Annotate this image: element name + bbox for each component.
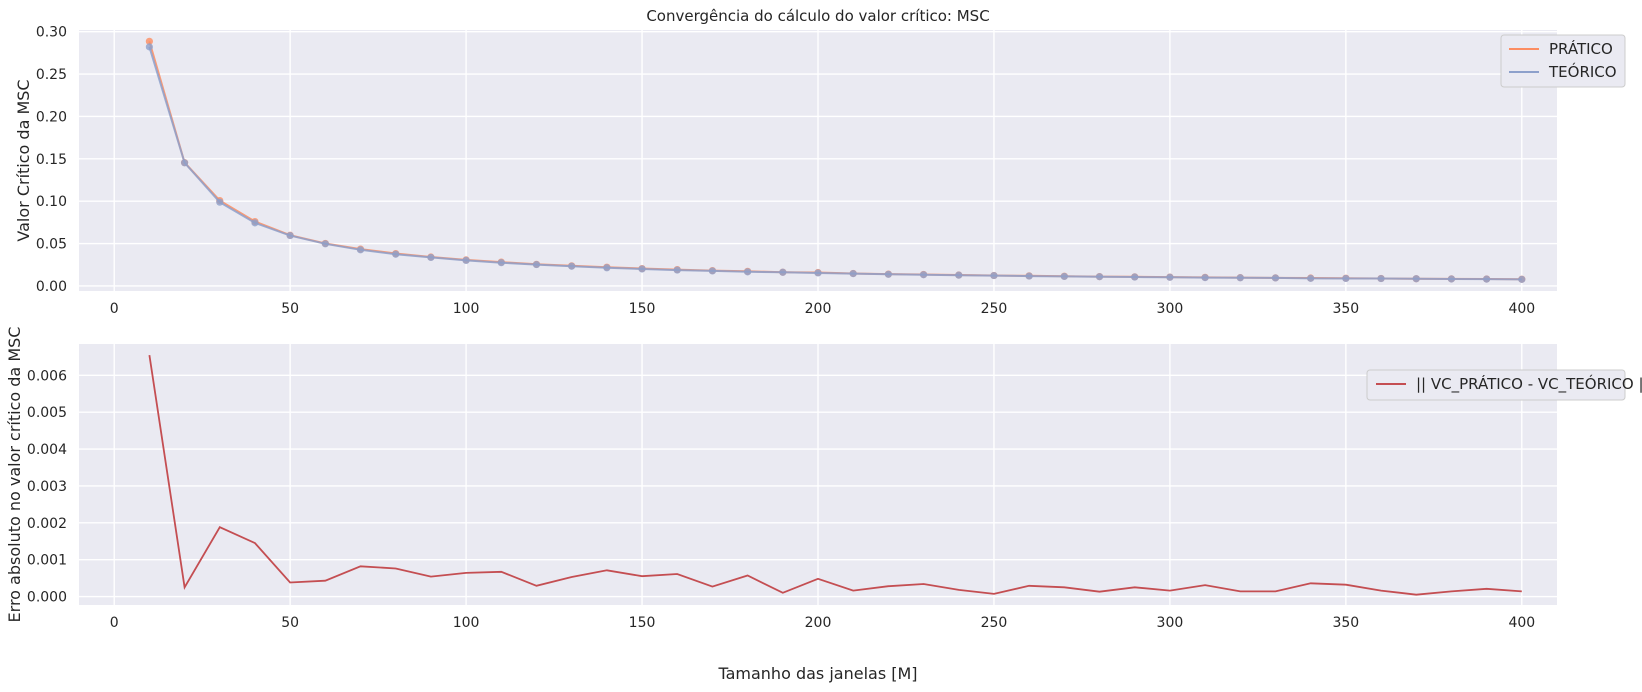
series-point-1 xyxy=(532,260,541,269)
series-point-1 xyxy=(180,159,189,167)
series-point-1 xyxy=(990,271,998,280)
series-point-1 xyxy=(1342,274,1350,283)
series-point-1 xyxy=(814,269,822,277)
series-point-1 xyxy=(1447,275,1456,283)
series-point-1 xyxy=(1377,274,1385,283)
top-legend: PRÁTICO TEÓRICO xyxy=(1500,34,1626,88)
x-tick-label: 400 xyxy=(1508,615,1535,631)
bottom-x-ticks: 0 50 100 150 200 250 300 350 400 xyxy=(110,615,1535,631)
legend-label-teorico: TEÓRICO xyxy=(1548,62,1617,81)
series-point-1 xyxy=(884,270,892,278)
y-tick-label: 0.30 xyxy=(36,25,67,41)
bottom-series xyxy=(148,354,1522,596)
bottom-chart: 0 50 100 150 200 250 300 350 400 0.000 0.001 0.002… xyxy=(5,327,1642,683)
bottom-legend-box xyxy=(1366,369,1626,401)
series-point-1 xyxy=(673,266,681,274)
top-x-ticks: 0 50 100 150 200 250 300 350 400 xyxy=(110,301,1535,317)
series-point-1 xyxy=(1095,273,1104,281)
top-series xyxy=(145,37,1526,283)
x-tick-label: 300 xyxy=(1157,301,1184,317)
bottom-y-axis-label: Erro absoluto no valor crítico da MSC xyxy=(5,327,24,623)
series-point-1 xyxy=(638,265,646,273)
series-point-1 xyxy=(708,267,717,275)
series-point-1 xyxy=(1201,274,1209,282)
top-y-axis-label: Valor Crítico da MSC xyxy=(14,79,33,241)
legend-label-error: || VC_PRÁTICO - VC_TEÓRICO || xyxy=(1416,374,1642,394)
top-y-ticks: 0.00 0.05 0.10 0.15 0.20 0.25 0.30 xyxy=(36,25,67,295)
x-tick-label: 100 xyxy=(453,301,480,317)
chart-title: Convergência do cálculo do valor crítico… xyxy=(646,7,989,25)
series-line-0-1 xyxy=(148,46,1522,281)
series-point-1 xyxy=(568,262,576,270)
series-point-1 xyxy=(286,231,294,240)
series-point-1 xyxy=(497,259,505,267)
series-point-1 xyxy=(1131,273,1139,281)
bottom-x-axis-label: Tamanho das janelas [M] xyxy=(717,664,917,683)
series-point-1 xyxy=(462,256,470,265)
x-tick-label: 300 xyxy=(1157,615,1184,631)
series-point-1 xyxy=(744,268,752,276)
y-tick-label: 0.002 xyxy=(27,516,67,532)
x-tick-label: 50 xyxy=(281,301,299,317)
x-tick-label: 150 xyxy=(629,301,656,317)
series-point-1 xyxy=(1412,275,1420,283)
series-point-1 xyxy=(779,268,787,276)
y-tick-label: 0.005 xyxy=(27,405,67,421)
series-point-1 xyxy=(356,246,365,254)
series-point-1 xyxy=(1518,275,1526,283)
series-point-1 xyxy=(1060,272,1068,281)
series-point-1 xyxy=(919,271,928,279)
legend-label-pratico: PRÁTICO xyxy=(1549,39,1613,58)
y-tick-label: 0.000 xyxy=(27,590,67,606)
series-point-1 xyxy=(321,240,329,248)
series-point-0 xyxy=(145,37,153,45)
series-point-1 xyxy=(1271,274,1280,282)
series-point-1 xyxy=(955,271,963,279)
series-point-1 xyxy=(1166,273,1174,281)
x-tick-label: 50 xyxy=(281,615,299,631)
x-tick-label: 0 xyxy=(110,301,119,317)
x-tick-label: 200 xyxy=(805,615,832,631)
series-point-1 xyxy=(392,250,400,258)
y-tick-label: 0.003 xyxy=(27,479,67,495)
x-tick-label: 400 xyxy=(1508,301,1535,317)
y-tick-label: 0.10 xyxy=(36,194,67,210)
y-tick-label: 0.001 xyxy=(27,553,67,569)
y-tick-label: 0.15 xyxy=(36,152,67,168)
y-tick-label: 0.05 xyxy=(36,237,67,253)
x-tick-label: 200 xyxy=(805,301,832,317)
y-tick-label: 0.006 xyxy=(27,368,67,384)
series-point-1 xyxy=(849,270,857,278)
series-point-1 xyxy=(1236,274,1244,282)
series-line-1-0 xyxy=(148,354,1522,596)
x-tick-label: 0 xyxy=(110,615,119,631)
x-tick-label: 150 xyxy=(629,615,656,631)
bottom-legend: || VC_PRÁTICO - VC_TEÓRICO || xyxy=(1366,369,1642,401)
series-point-1 xyxy=(603,264,611,272)
x-tick-label: 350 xyxy=(1332,301,1359,317)
series-point-1 xyxy=(145,43,153,51)
y-tick-label: 0.004 xyxy=(27,442,67,458)
y-tick-label: 0.20 xyxy=(36,109,67,125)
bottom-gridlines xyxy=(79,344,1557,605)
top-chart: 0 50 100 150 200 250 300 350 400 0.00 0.05 0.10 0.1… xyxy=(14,7,1626,317)
x-tick-label: 100 xyxy=(453,615,480,631)
x-tick-label: 250 xyxy=(981,615,1008,631)
y-tick-label: 0.00 xyxy=(36,279,67,295)
series-point-1 xyxy=(1025,272,1033,280)
series-point-1 xyxy=(251,219,259,227)
bottom-y-ticks: 0.000 0.001 0.002 0.003 0.004 0.005 0.006 xyxy=(27,368,67,605)
series-point-1 xyxy=(427,253,435,262)
y-tick-label: 0.25 xyxy=(36,67,67,83)
series-point-1 xyxy=(1483,275,1491,283)
series-point-1 xyxy=(216,198,224,206)
x-tick-label: 250 xyxy=(981,301,1008,317)
series-point-1 xyxy=(1307,274,1315,282)
x-tick-label: 350 xyxy=(1332,615,1359,631)
